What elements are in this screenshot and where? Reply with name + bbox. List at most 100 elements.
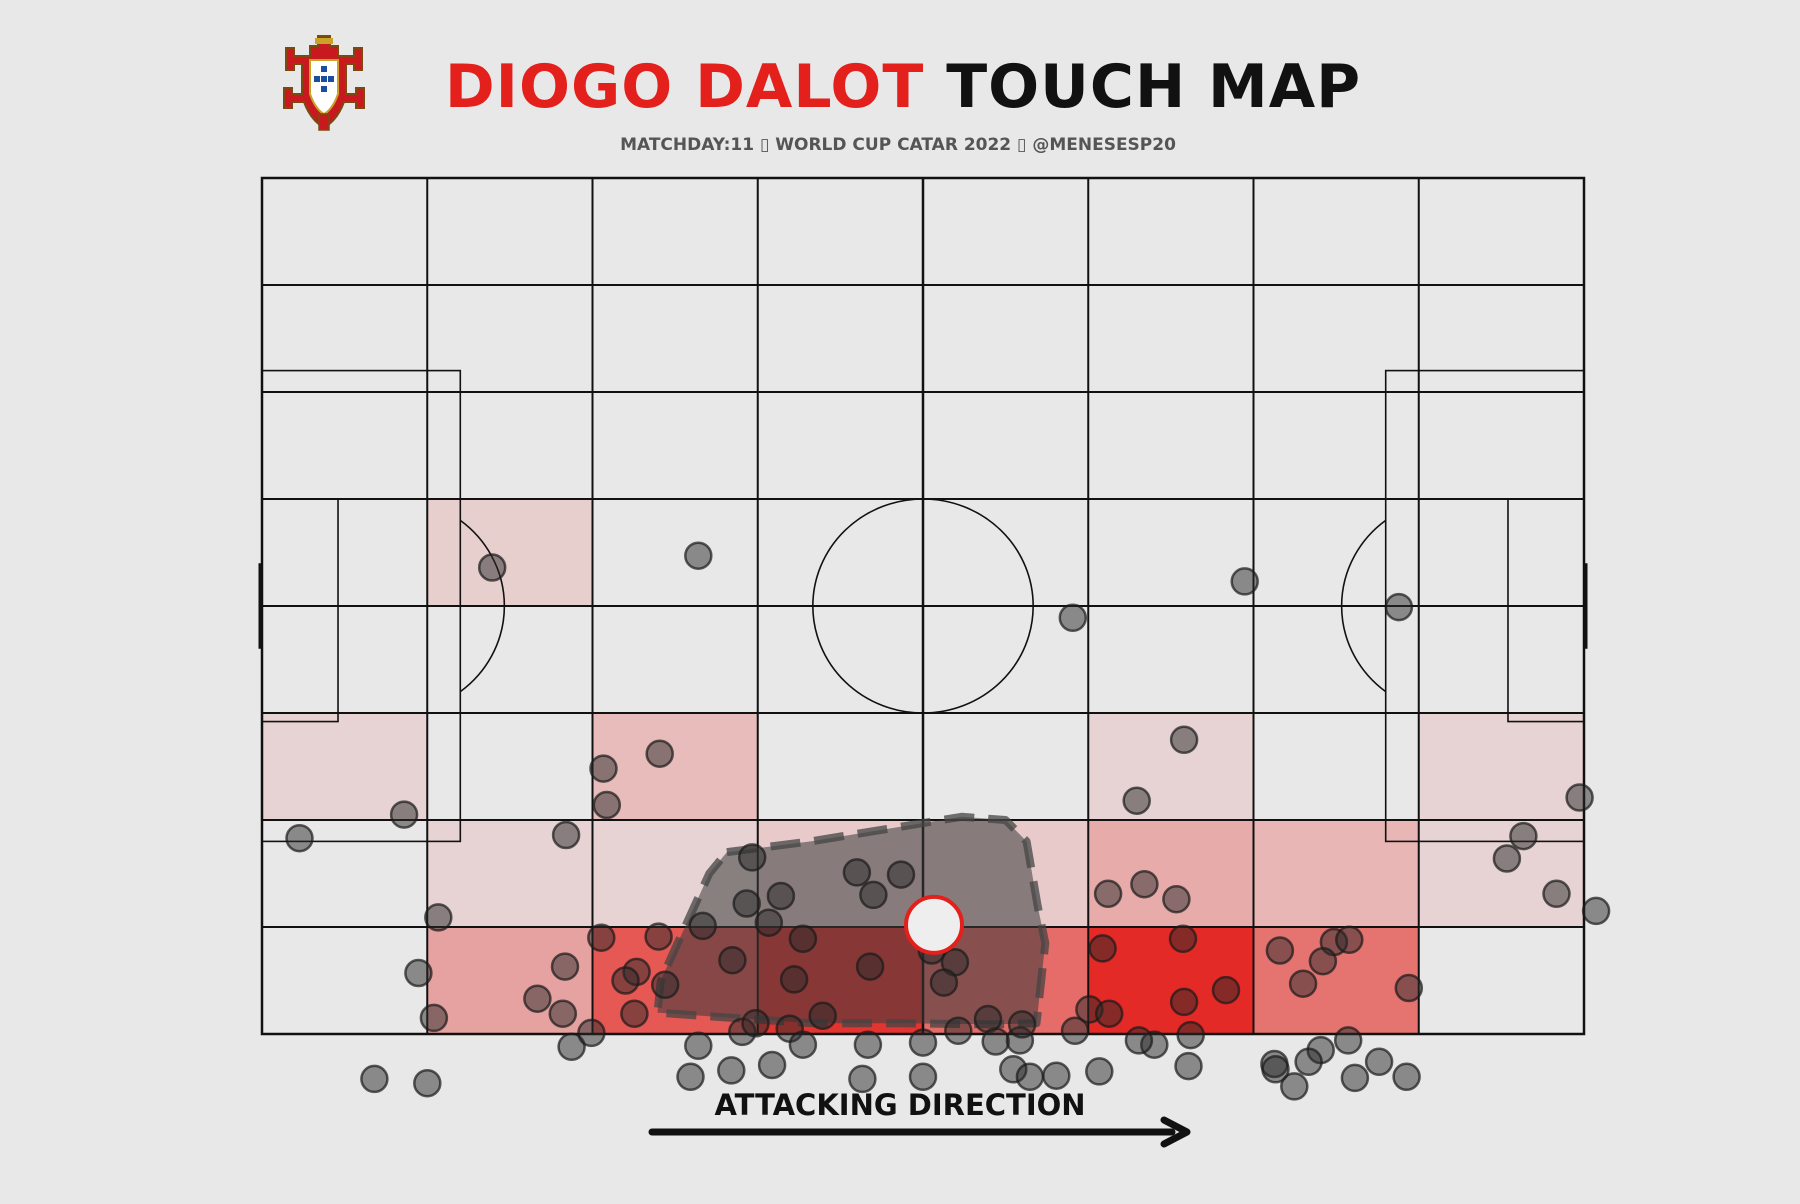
touch-point (644, 922, 673, 951)
touch-point (1261, 1055, 1290, 1084)
touch-point (1542, 879, 1571, 909)
touch-point (757, 1050, 787, 1080)
touch-point (1169, 987, 1199, 1017)
touch-point (360, 1064, 389, 1094)
pitch-grid (262, 178, 1584, 1034)
portugal-crest-icon (283, 35, 365, 131)
touch-point (551, 820, 581, 850)
touch-point (1211, 975, 1241, 1005)
touch-point (717, 1056, 746, 1085)
touch-point (548, 999, 578, 1028)
touch-point (929, 968, 959, 997)
average-position-layer (904, 894, 965, 955)
touch-point (611, 966, 640, 995)
touch-point (718, 945, 747, 975)
attacking-direction-label: ATTACKING DIRECTION (714, 1088, 1085, 1122)
touch-point (1007, 1010, 1037, 1039)
six-yard-box-left (261, 498, 339, 723)
touch-point (557, 1032, 586, 1062)
touch-point (589, 754, 618, 783)
touch-point (404, 958, 433, 988)
touch-point (676, 1062, 705, 1092)
touch-point (1085, 1057, 1114, 1086)
average-position-marker (904, 894, 965, 955)
touch-point (944, 1016, 973, 1046)
penalty-arc-right (1340, 519, 1387, 693)
touch-point (981, 1027, 1010, 1056)
touch-point (577, 1018, 606, 1048)
six-yard-box-right (1507, 498, 1585, 723)
touch-dots (285, 541, 1611, 1101)
touch-point (1364, 1047, 1394, 1077)
touch-point (1340, 1063, 1370, 1093)
heatmap-cell (427, 499, 593, 606)
touch-point (1162, 884, 1191, 914)
heatmap-cell (1418, 820, 1584, 927)
touch-point (587, 923, 616, 952)
touch-point (592, 790, 622, 820)
touch-point (550, 952, 580, 981)
touch-point (808, 1001, 837, 1031)
touch-point (1333, 1026, 1363, 1055)
touch-point (684, 541, 713, 570)
touch-point (1280, 1072, 1309, 1101)
touch-point (1335, 925, 1364, 955)
touch-point (737, 843, 767, 872)
touch-point (1060, 1016, 1090, 1046)
touch-point (424, 903, 453, 932)
chart-title-rest: TOUCH MAP (946, 52, 1361, 122)
touch-point (1130, 869, 1159, 899)
heatmap-cell (1418, 713, 1584, 820)
arrow-right-icon (648, 1116, 1191, 1148)
touch-point (848, 1064, 877, 1094)
center-circle (812, 498, 1034, 714)
touch-point (389, 800, 419, 829)
touch-point (1094, 999, 1124, 1028)
touch-point (1093, 879, 1123, 909)
touch-point (853, 1030, 883, 1059)
penalty-arc-left (459, 519, 506, 693)
touch-point (1384, 592, 1414, 622)
touch-point (886, 860, 916, 889)
touch-point (1565, 783, 1594, 812)
touch-point (1509, 821, 1538, 851)
touch-point (1392, 1062, 1421, 1092)
touch-point (741, 1009, 770, 1038)
touch-point (684, 1031, 713, 1061)
touch-point (1288, 969, 1318, 998)
touch-point (1265, 936, 1295, 965)
touch-point (754, 908, 784, 937)
heatmap-cell (1088, 713, 1254, 820)
touch-point (1088, 934, 1117, 963)
touch-point (1581, 896, 1611, 926)
touch-point (1308, 946, 1338, 976)
touch-point (1294, 1047, 1323, 1077)
touch-point (779, 965, 809, 994)
heatmap-cell (1253, 820, 1419, 927)
chart-title-player: DIOGO DALOT (445, 52, 925, 122)
touch-point (1176, 1020, 1205, 1050)
touch-point (1058, 603, 1088, 633)
touch-point (620, 999, 649, 1028)
chart-subtitle: MATCHDAY:11 ▯ WORLD CUP CATAR 2022 ▯ @ME… (620, 135, 1176, 155)
touch-point (419, 1003, 449, 1033)
touch-point (645, 739, 674, 768)
touch-point (477, 553, 507, 582)
touch-point (1394, 973, 1424, 1003)
touch-point (285, 823, 314, 853)
touch-point (523, 984, 552, 1013)
touch-point (788, 1030, 818, 1059)
touch-point (1174, 1051, 1203, 1081)
touch-point (688, 911, 717, 941)
touch-point (788, 924, 818, 954)
touch-point (766, 881, 796, 911)
touch-point (1042, 1061, 1071, 1090)
touch-point (908, 1062, 938, 1092)
touch-point (1015, 1062, 1045, 1092)
touch-point (855, 952, 885, 981)
touch-point (1124, 1026, 1154, 1055)
touch-point (908, 1028, 938, 1057)
touch-point (859, 880, 888, 910)
